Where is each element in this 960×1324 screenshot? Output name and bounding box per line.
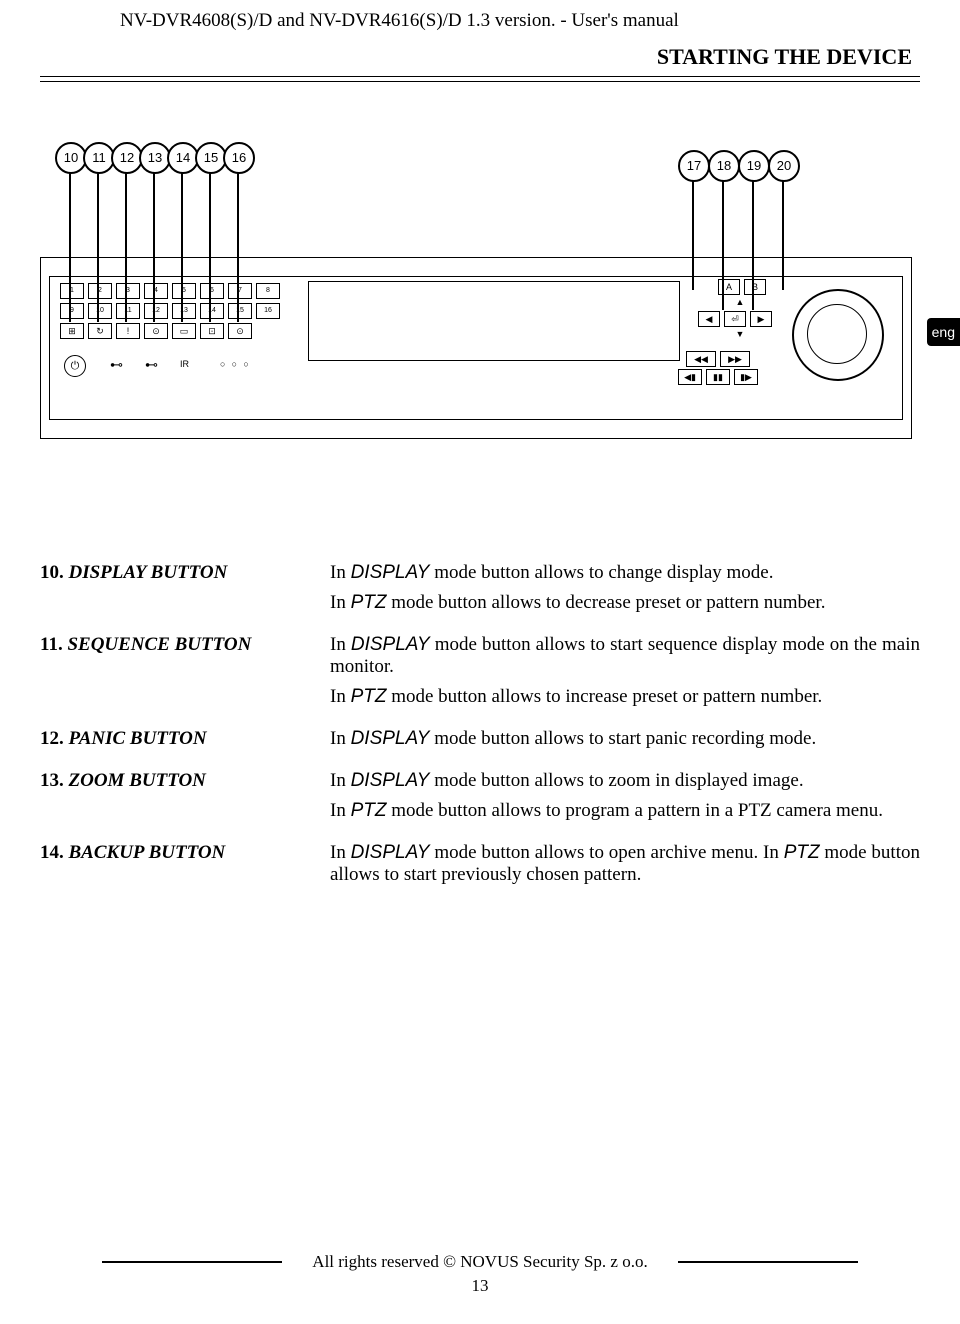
panel-button: ⊙ — [228, 323, 252, 339]
rewind-button: ◀◀ — [686, 351, 716, 367]
jog-dial — [792, 289, 884, 381]
definitions-list: 10. DISPLAY BUTTONIn DISPLAY mode button… — [40, 562, 920, 894]
callout-18: 18 — [708, 150, 740, 182]
definition-term: 12. PANIC BUTTON — [40, 728, 330, 758]
definition-term: 13. ZOOM BUTTON — [40, 770, 330, 830]
callout-line — [181, 172, 183, 322]
panel-button: ⊡ — [200, 323, 224, 339]
callout-line — [97, 172, 99, 322]
language-tab: eng — [927, 318, 960, 346]
definition-row: 11. SEQUENCE BUTTONIn DISPLAY mode butto… — [40, 634, 920, 716]
callout-line — [752, 180, 754, 310]
callout-16: 16 — [223, 142, 255, 174]
header-title: NV-DVR4608(S)/D and NV-DVR4616(S)/D 1.3 … — [120, 10, 920, 32]
callout-19: 19 — [738, 150, 770, 182]
dpad-enter: ⏎ — [724, 311, 746, 327]
definition-term: 11. SEQUENCE BUTTON — [40, 634, 330, 716]
panel-button: 1 — [60, 283, 84, 299]
panel-button: 13 — [172, 303, 196, 319]
definition-description: In DISPLAY mode button allows to change … — [330, 562, 920, 622]
ffwd-button: ▶▶ — [720, 351, 750, 367]
panel-button: 3 — [116, 283, 140, 299]
panel-button: 7 — [228, 283, 252, 299]
lcd-screen — [308, 281, 680, 361]
device-panel: 12345678 910111213141516 ⊞↻!⊙▭⊡⊙ ⏻ ⊷ ⊷ I… — [49, 276, 903, 420]
page-footer: All rights reserved © NOVUS Security Sp.… — [40, 1252, 920, 1296]
definition-description: In DISPLAY mode button allows to start s… — [330, 634, 920, 716]
panel-button: 9 — [60, 303, 84, 319]
ir-label: IR — [180, 359, 189, 369]
panel-button: 4 — [144, 283, 168, 299]
callout-line — [692, 180, 694, 290]
definition-description: In DISPLAY mode button allows to zoom in… — [330, 770, 920, 830]
indicator-dots: ○ ○ ○ — [220, 359, 251, 369]
definition-term: 10. DISPLAY BUTTON — [40, 562, 330, 622]
page-number: 13 — [40, 1276, 920, 1296]
panel-button: ! — [116, 323, 140, 339]
callout-17: 17 — [678, 150, 710, 182]
callout-20: 20 — [768, 150, 800, 182]
panel-button: 2 — [88, 283, 112, 299]
footer-copyright: All rights reserved © NOVUS Security Sp.… — [312, 1252, 647, 1272]
transport-row1: ◀◀ ▶▶ — [686, 349, 750, 367]
jog-dial-inner — [807, 304, 867, 364]
definition-term: 14. BACKUP BUTTON — [40, 842, 330, 894]
callout-line — [782, 180, 784, 290]
definition-row: 10. DISPLAY BUTTONIn DISPLAY mode button… — [40, 562, 920, 622]
panel-button: ▭ — [172, 323, 196, 339]
dpad-right: ▶ — [750, 311, 772, 327]
usb-icon: ⊷ — [145, 357, 158, 373]
callout-line — [237, 172, 239, 322]
section-title: STARTING THE DEVICE — [40, 44, 912, 70]
panel-button: ⊞ — [60, 323, 84, 339]
power-button: ⏻ — [64, 355, 86, 377]
panel-button: 16 — [256, 303, 280, 319]
dpad-left: ◀ — [698, 311, 720, 327]
panel-button: ⊙ — [144, 323, 168, 339]
callout-line — [153, 172, 155, 322]
panel-button: 10 — [88, 303, 112, 319]
definition-description: In DISPLAY mode button allows to open ar… — [330, 842, 920, 894]
dpad-b: B — [744, 279, 766, 295]
panel-button: 5 — [172, 283, 196, 299]
callout-line — [69, 172, 71, 322]
definition-row: 14. BACKUP BUTTONIn DISPLAY mode button … — [40, 842, 920, 894]
dpad-up-icon: ▲ — [730, 295, 750, 309]
pause-button: ▮▮ — [706, 369, 730, 385]
prev-button: ◀▮ — [678, 369, 702, 385]
dpad-down-icon: ▼ — [730, 327, 750, 341]
panel-button: 6 — [200, 283, 224, 299]
callout-line — [722, 180, 724, 310]
callout-line — [125, 172, 127, 322]
panel-button: ↻ — [88, 323, 112, 339]
next-button: ▮▶ — [734, 369, 758, 385]
panel-button: 11 — [116, 303, 140, 319]
panel-button: 12 — [144, 303, 168, 319]
device-diagram: 10111213141516 17181920 12345678 9101112… — [40, 142, 920, 492]
definition-row: 13. ZOOM BUTTONIn DISPLAY mode button al… — [40, 770, 920, 830]
definition-row: 12. PANIC BUTTONIn DISPLAY mode button a… — [40, 728, 920, 758]
panel-button: 14 — [200, 303, 224, 319]
panel-button: 8 — [256, 283, 280, 299]
callout-line — [209, 172, 211, 322]
transport-row2: ◀▮ ▮▮ ▮▶ — [678, 367, 758, 385]
panel-button: 15 — [228, 303, 252, 319]
definition-description: In DISPLAY mode button allows to start p… — [330, 728, 920, 758]
divider — [40, 76, 920, 82]
usb-icon: ⊷ — [110, 357, 123, 373]
